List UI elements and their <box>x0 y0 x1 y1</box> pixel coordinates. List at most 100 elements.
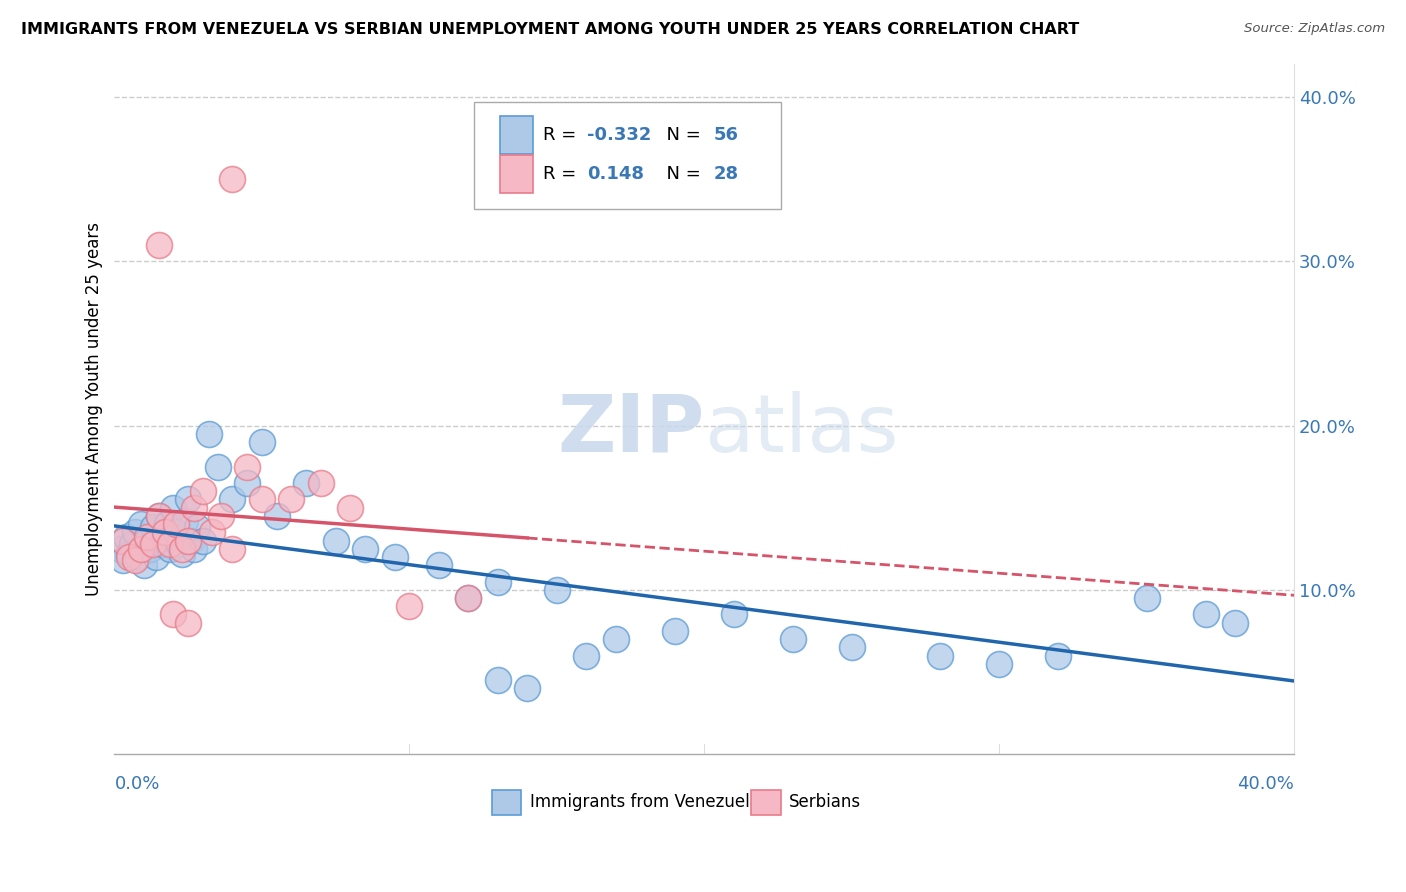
Point <box>118 549 141 564</box>
Point <box>145 549 167 564</box>
Text: -0.332: -0.332 <box>588 126 652 145</box>
Point <box>723 607 745 622</box>
Point <box>191 484 214 499</box>
Point <box>177 492 200 507</box>
Point <box>250 492 273 507</box>
Point <box>112 553 135 567</box>
Point <box>174 514 197 528</box>
Point <box>177 533 200 548</box>
Point <box>132 558 155 573</box>
Point <box>180 533 202 548</box>
Point <box>115 530 138 544</box>
Point <box>250 434 273 449</box>
Text: R =: R = <box>543 166 588 184</box>
Text: IMMIGRANTS FROM VENEZUELA VS SERBIAN UNEMPLOYMENT AMONG YOUTH UNDER 25 YEARS COR: IMMIGRANTS FROM VENEZUELA VS SERBIAN UNE… <box>21 22 1080 37</box>
Point <box>186 520 208 534</box>
Point <box>209 508 232 523</box>
Point <box>150 537 173 551</box>
Text: Serbians: Serbians <box>789 793 862 812</box>
Point <box>129 517 152 532</box>
Point <box>457 591 479 605</box>
Y-axis label: Unemployment Among Youth under 25 years: Unemployment Among Youth under 25 years <box>86 222 103 596</box>
Point <box>129 541 152 556</box>
Point <box>221 172 243 186</box>
Point <box>354 541 377 556</box>
Point <box>201 525 224 540</box>
Point <box>127 549 149 564</box>
Point <box>124 553 146 567</box>
Point <box>148 508 170 523</box>
Point <box>546 582 568 597</box>
Point <box>929 648 952 663</box>
Point <box>165 525 187 540</box>
Point <box>191 533 214 548</box>
Point <box>486 673 509 688</box>
Point <box>135 530 157 544</box>
Point <box>575 648 598 663</box>
Point <box>1047 648 1070 663</box>
Point <box>183 541 205 556</box>
Point <box>153 530 176 544</box>
Point <box>236 459 259 474</box>
Text: R =: R = <box>543 126 582 145</box>
Point <box>457 591 479 605</box>
Text: 40.0%: 40.0% <box>1237 774 1294 793</box>
Point <box>172 547 194 561</box>
Point <box>110 541 132 556</box>
Bar <box>501 155 533 194</box>
Text: 0.0%: 0.0% <box>114 774 160 793</box>
Point <box>664 624 686 638</box>
Point <box>169 537 191 551</box>
Point <box>148 508 170 523</box>
Bar <box>492 790 522 815</box>
Point <box>384 549 406 564</box>
Point <box>486 574 509 589</box>
Text: Source: ZipAtlas.com: Source: ZipAtlas.com <box>1244 22 1385 36</box>
Point <box>1194 607 1216 622</box>
Point <box>221 492 243 507</box>
Point <box>156 517 179 532</box>
Point <box>221 541 243 556</box>
Bar <box>501 116 533 154</box>
Point <box>197 426 219 441</box>
Point <box>398 599 420 614</box>
Point <box>339 500 361 515</box>
Point <box>148 237 170 252</box>
Point <box>165 517 187 532</box>
Point <box>605 632 627 646</box>
Point <box>139 541 162 556</box>
Point <box>841 640 863 655</box>
Point <box>159 541 181 556</box>
Text: Immigrants from Venezuela: Immigrants from Venezuela <box>530 793 759 812</box>
Point <box>988 657 1011 671</box>
Text: 0.148: 0.148 <box>588 166 644 184</box>
Point <box>112 533 135 548</box>
Point <box>121 537 143 551</box>
Text: ZIP: ZIP <box>557 391 704 469</box>
Point <box>142 537 165 551</box>
Point <box>280 492 302 507</box>
Point <box>207 459 229 474</box>
Point <box>295 476 318 491</box>
Point <box>172 541 194 556</box>
Bar <box>751 790 780 815</box>
Text: atlas: atlas <box>704 391 898 469</box>
Point <box>236 476 259 491</box>
Point <box>309 476 332 491</box>
Point <box>183 500 205 515</box>
Point <box>177 615 200 630</box>
Point <box>325 533 347 548</box>
Text: 56: 56 <box>714 126 738 145</box>
Point <box>159 537 181 551</box>
Text: N =: N = <box>655 126 706 145</box>
Point <box>153 525 176 540</box>
Point <box>135 533 157 548</box>
Point <box>1223 615 1246 630</box>
Text: 28: 28 <box>714 166 738 184</box>
Point <box>118 547 141 561</box>
Text: N =: N = <box>655 166 706 184</box>
Point <box>427 558 450 573</box>
Point <box>142 520 165 534</box>
Point <box>162 607 184 622</box>
Point <box>782 632 804 646</box>
